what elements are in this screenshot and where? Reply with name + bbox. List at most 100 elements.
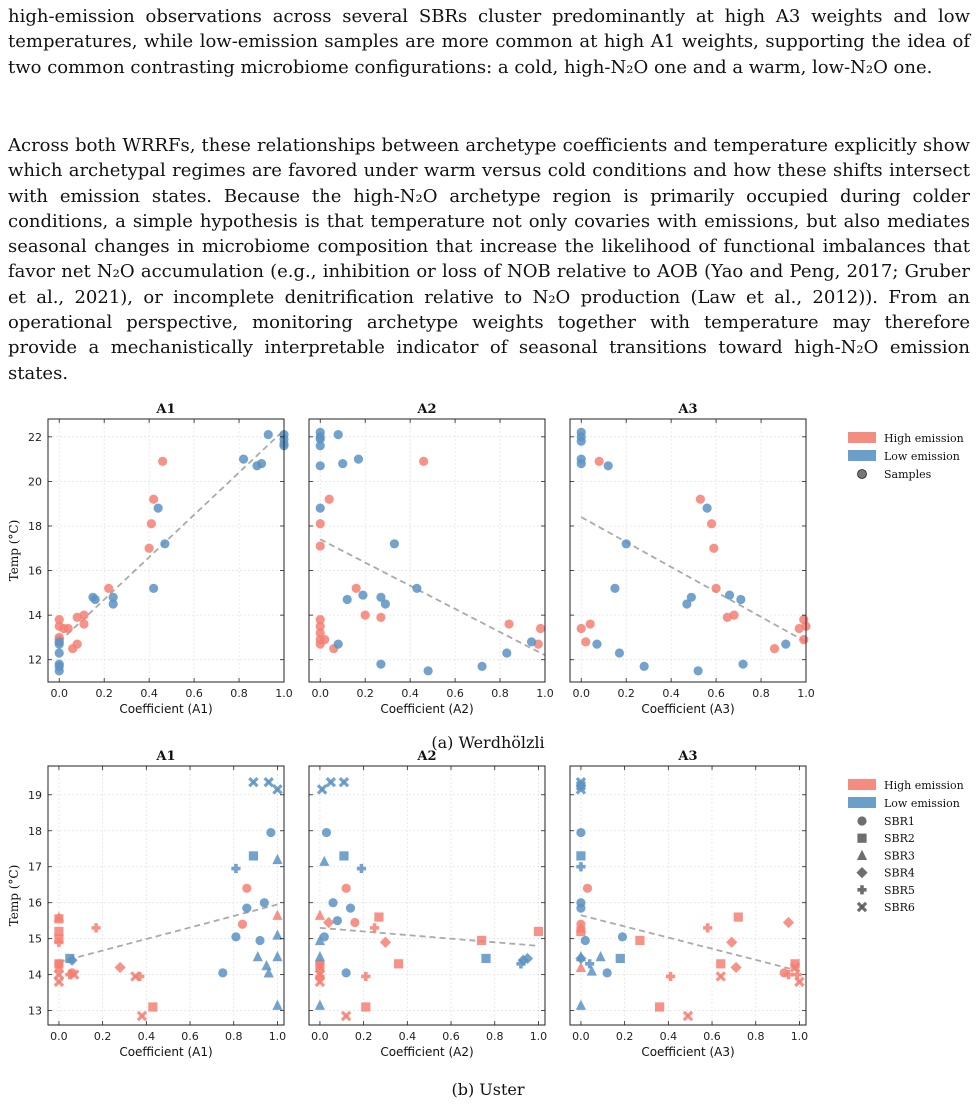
data-point — [279, 438, 289, 449]
data-point — [533, 926, 544, 937]
data-point — [315, 971, 325, 982]
data-point — [351, 583, 361, 593]
data-point — [585, 959, 595, 969]
data-point — [576, 827, 586, 838]
data-point — [255, 935, 265, 946]
data-point — [323, 916, 335, 929]
legend-label-sbr6: SBR6 — [884, 901, 915, 914]
x-tick-label: 0.2 — [95, 687, 113, 700]
body-paragraph-1: high-emission observations across severa… — [8, 6, 970, 78]
x-axis-label: Coefficient (A2) — [380, 1045, 473, 1059]
legend-label-high: High emission — [884, 432, 964, 445]
data-point — [783, 970, 794, 980]
point-stroke — [130, 971, 141, 982]
data-point — [321, 827, 332, 838]
x-tick-label: 0.8 — [491, 687, 509, 700]
data-point — [477, 661, 487, 671]
y-tick-label: 12 — [28, 654, 42, 667]
data-point — [582, 883, 593, 893]
caption-uster: (b) Uster — [451, 1080, 525, 1099]
data-point — [108, 592, 118, 602]
data-point — [315, 427, 325, 437]
data-point — [272, 999, 283, 1010]
data-point — [324, 494, 334, 504]
point-stroke — [314, 969, 326, 980]
x-tick-label: 0.8 — [747, 1030, 765, 1043]
data-point — [792, 970, 802, 980]
data-point — [136, 1010, 148, 1022]
legend-label-low: Low emission — [884, 450, 960, 463]
point-stroke — [53, 976, 65, 988]
x-tick-label: 0.0 — [311, 687, 329, 700]
body-paragraph-2: Across both WRRFs, these relationships b… — [8, 135, 970, 384]
point-stroke — [53, 969, 65, 980]
data-point — [242, 903, 252, 913]
data-point — [153, 503, 163, 513]
legend-swatch-low — [848, 797, 876, 808]
data-point — [790, 959, 800, 969]
data-point — [339, 851, 349, 861]
x-tick-label: 0.2 — [94, 1030, 112, 1043]
data-point — [575, 776, 587, 788]
data-point — [576, 454, 586, 464]
data-point — [794, 623, 804, 634]
data-point — [615, 953, 625, 964]
x-tick-label: 0.4 — [138, 1030, 156, 1043]
data-point — [369, 923, 380, 933]
data-point — [341, 883, 351, 893]
legend-marker-sbr6 — [856, 901, 868, 913]
data-point — [726, 936, 738, 948]
data-point — [54, 934, 64, 944]
point-stroke — [53, 969, 65, 980]
x-tick-label: 0.4 — [662, 687, 680, 700]
point-stroke — [575, 780, 587, 792]
x-tick-label: 0.0 — [572, 1030, 590, 1043]
data-point — [144, 543, 154, 553]
data-point — [63, 623, 73, 634]
data-point — [54, 648, 64, 658]
legend-marker-sbr5 — [857, 885, 867, 895]
data-point — [272, 909, 283, 920]
y-tick-label: 16 — [28, 565, 42, 578]
x-tick-label: 0.0 — [50, 687, 68, 700]
plot-frame — [569, 418, 807, 683]
scatter-panel-werdholzli-a2: 0.0 0.2 0.4 0.6 0.8 1.0 A2 Coefficient (A2) — [308, 402, 554, 716]
data-point — [146, 519, 156, 529]
data-point — [315, 441, 325, 451]
legend-uster: High emission Low emission SBR1 SBR2 SBR3 SBR… — [848, 779, 964, 914]
data-point — [252, 461, 262, 471]
data-point — [665, 971, 676, 982]
data-point — [521, 952, 534, 965]
data-point — [314, 951, 326, 962]
data-point — [481, 953, 491, 964]
legend-label-high: High emission — [884, 779, 964, 792]
data-point — [315, 628, 325, 638]
y-tick-label: 13 — [28, 1005, 42, 1018]
x-tick-label: 0.6 — [181, 1030, 199, 1043]
data-point — [361, 1002, 371, 1012]
data-point — [314, 999, 326, 1010]
x-axis-label: Coefficient (A3) — [641, 702, 734, 716]
data-point — [779, 968, 789, 978]
x-tick-label: 1.0 — [791, 1030, 809, 1043]
data-point — [248, 776, 259, 788]
point-stroke — [856, 901, 868, 913]
x-tick-label: 1.0 — [275, 687, 293, 700]
data-point — [54, 959, 64, 969]
x-axis-label: Coefficient (A1) — [119, 702, 212, 716]
y-tick-label: 20 — [28, 475, 42, 488]
data-point — [91, 923, 101, 933]
data-point — [261, 960, 272, 971]
data-point — [799, 614, 809, 625]
x-tick-label: 0.2 — [617, 687, 635, 700]
legend-label-low: Low emission — [884, 797, 960, 810]
x-tick-label: 0.6 — [185, 687, 203, 700]
x-tick-label: 0.6 — [703, 1030, 721, 1043]
x-tick-label: 0.4 — [660, 1030, 678, 1043]
data-point — [328, 898, 338, 908]
data-point — [316, 784, 328, 795]
data-point — [263, 776, 274, 788]
data-point — [361, 971, 371, 982]
data-point — [576, 919, 586, 929]
